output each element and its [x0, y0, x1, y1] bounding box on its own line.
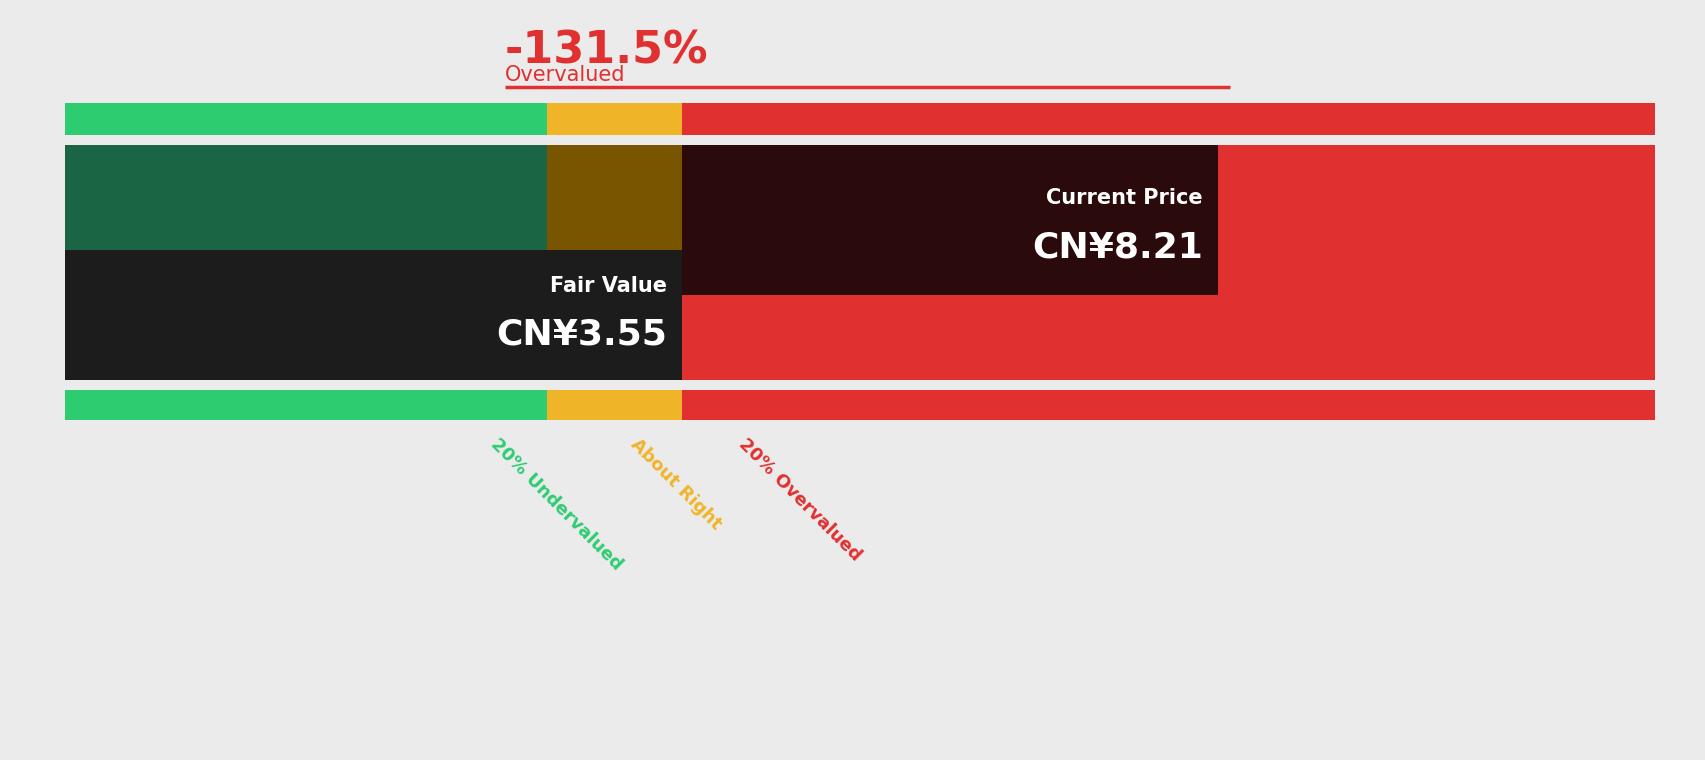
- Text: 20% Undervalued: 20% Undervalued: [488, 435, 626, 574]
- Text: CN¥8.21: CN¥8.21: [1032, 230, 1202, 264]
- Text: Fair Value: Fair Value: [549, 277, 667, 296]
- Bar: [546, 390, 682, 420]
- Bar: [65, 145, 546, 380]
- Bar: [65, 250, 682, 380]
- Bar: [682, 103, 1654, 135]
- Bar: [546, 103, 682, 135]
- Bar: [65, 390, 546, 420]
- Text: 20% Overvalued: 20% Overvalued: [735, 435, 864, 565]
- Text: -131.5%: -131.5%: [505, 30, 708, 73]
- Bar: [682, 390, 1654, 420]
- Text: Current Price: Current Price: [1045, 188, 1202, 207]
- Text: Overvalued: Overvalued: [505, 65, 626, 85]
- Text: CN¥3.55: CN¥3.55: [496, 318, 667, 351]
- Bar: [682, 145, 1217, 295]
- Text: About Right: About Right: [627, 435, 725, 533]
- Bar: [546, 145, 682, 380]
- Bar: [682, 145, 1654, 380]
- Bar: [65, 103, 546, 135]
